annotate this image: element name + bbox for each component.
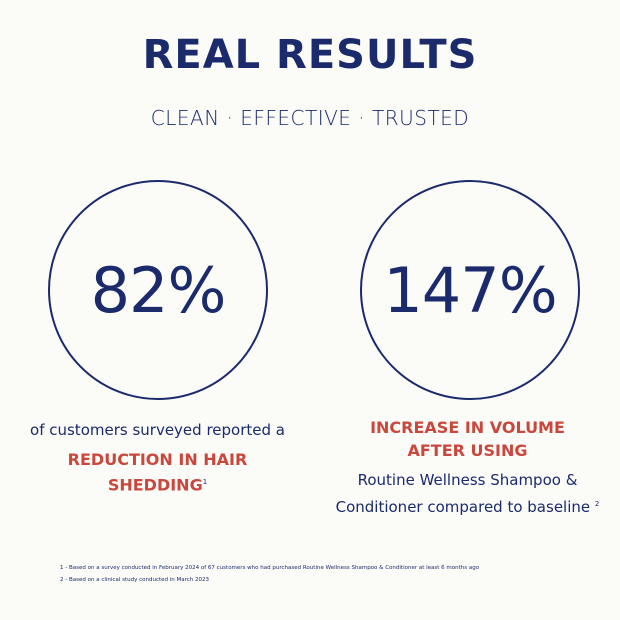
stat-value: 147% (383, 253, 557, 327)
caption-lead: of customers surveyed reported a (30, 421, 285, 439)
caption-body: Routine Wellness Shampoo & Conditioner c… (325, 468, 610, 519)
stat-caption-shedding: of customers surveyed reported a REDUCTI… (20, 418, 295, 496)
footnote-ref: 1 (202, 478, 208, 486)
caption-highlight: REDUCTION IN HAIR SHEDDING1 (20, 448, 295, 496)
subtitle: CLEAN · EFFECTIVE · TRUSTED (150, 106, 470, 130)
highlight-line: REDUCTION IN HAIR (67, 450, 248, 469)
stat-caption-volume: INCREASE IN VOLUME AFTER USING Routine W… (325, 416, 610, 519)
highlight-line: SHEDDING (107, 475, 203, 495)
body-line: Conditioner compared to baseline (335, 498, 591, 516)
stat-circle-shedding: 82% (48, 180, 268, 400)
stat-value: 82% (90, 253, 227, 327)
highlight-line: AFTER USING (407, 441, 528, 460)
page-title: REAL RESULTS (142, 32, 478, 78)
stat-circle-volume: 147% (360, 180, 580, 400)
footnote-1: 1 - Based on a survey conducted in Febru… (60, 565, 480, 571)
caption-highlight: INCREASE IN VOLUME AFTER USING (325, 416, 610, 462)
footnote-ref: 2 (594, 500, 600, 508)
body-line: Routine Wellness Shampoo & (357, 471, 578, 489)
highlight-line: INCREASE IN VOLUME (370, 418, 565, 437)
footnote-2: 2 - Based on a clinical study conducted … (60, 577, 210, 583)
